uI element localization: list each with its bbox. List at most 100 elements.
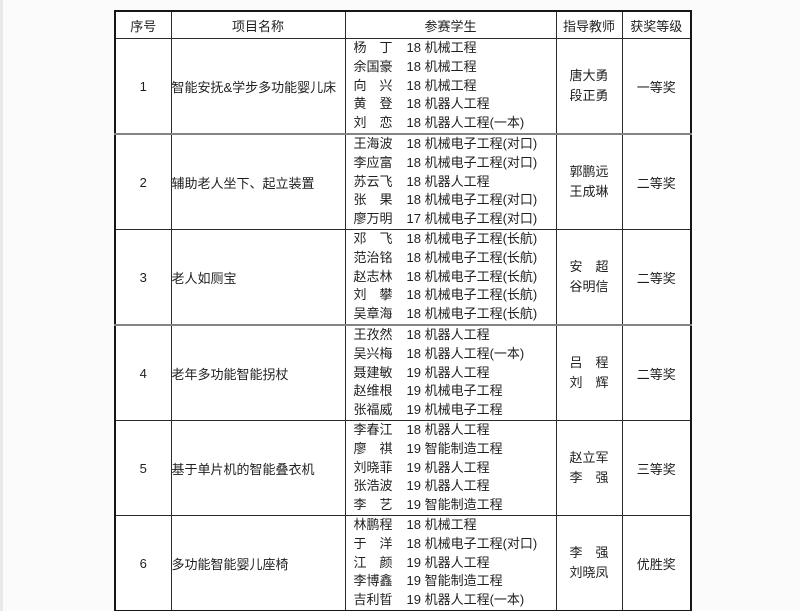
student-class: 19 机械电子工程 — [406, 402, 503, 418]
student-class: 19 机器人工程(一本) — [406, 592, 525, 608]
student-class: 19 机器人工程 — [406, 364, 490, 380]
student-name: 林鹏程 — [353, 517, 393, 532]
students-list: 邓 飞 18 机械电子工程(长航) 范治铭 18 机械电子工程(长航) 赵志林 … — [346, 230, 556, 323]
students-list: 李春江 18 机器人工程 廖 祺 19 智能制造工程 刘晓菲 19 机器人工程 … — [346, 422, 556, 515]
award-cell: 二等奖 — [621, 324, 692, 421]
student-class: 18 机械电子工程(对口) — [406, 154, 538, 170]
award-level: 二等奖 — [636, 175, 676, 191]
project-name: 老人如厕宝 — [171, 270, 237, 286]
header-teachers: 指导教师 — [555, 10, 623, 39]
header-project-name: 项目名称 — [170, 10, 346, 39]
header-serial-number: 序号 — [114, 10, 172, 39]
student-line: 王孜然 18 机器人工程 — [354, 326, 556, 345]
student-name: 刘 攀 — [353, 287, 393, 303]
serial-number-cell: 2 — [114, 133, 172, 230]
student-line: 赵志林 18 机械电子工程(长航) — [354, 268, 556, 287]
student-class: 18 机械电子工程(长航) — [406, 231, 538, 246]
teachers-cell: 唐大勇 段正勇 — [555, 38, 623, 135]
students-list: 王孜然 18 机器人工程 吴兴梅 18 机器人工程(一本) 聂建敏 19 机器人… — [346, 326, 556, 420]
serial-number: 1 — [139, 78, 147, 94]
serial-number-cell: 4 — [114, 324, 172, 421]
student-class: 19 机器人工程 — [406, 459, 490, 475]
student-line: 刘 攀 18 机械电子工程(长航) — [354, 286, 556, 305]
project-name: 基于单片机的智能叠衣机 — [171, 461, 315, 477]
student-name: 张浩波 — [353, 478, 393, 494]
student-class: 18 机械电子工程(长航) — [406, 249, 538, 265]
student-class: 17 机械电子工程(对口) — [406, 211, 538, 227]
student-line: 江 颜 19 机器人工程 — [354, 554, 556, 573]
award-level: 二等奖 — [636, 270, 676, 286]
student-class: 18 机器人工程 — [406, 327, 490, 342]
student-line: 王海波 18 机械电子工程(对口) — [354, 135, 556, 154]
serial-number: 5 — [139, 460, 147, 476]
student-line: 廖 祺 19 智能制造工程 — [354, 440, 556, 459]
student-line: 刘晓菲 19 机器人工程 — [354, 459, 556, 478]
teachers-list: 郭鹏远 王成琳 — [557, 162, 621, 202]
student-class: 18 机械工程 — [406, 58, 477, 74]
students-cell: 邓 飞 18 机械电子工程(长航) 范治铭 18 机械电子工程(长航) 赵志林 … — [344, 229, 557, 326]
student-class: 18 机械电子工程(长航) — [406, 268, 538, 284]
student-name: 余国豪 — [353, 58, 393, 74]
teacher-name: 赵立军 — [569, 450, 609, 465]
teacher-name: 李 强 — [569, 545, 609, 560]
project-name: 智能安抚&学步多功能婴儿床 — [171, 79, 337, 95]
student-class: 19 智能制造工程 — [406, 573, 503, 589]
student-name: 王海波 — [353, 136, 393, 151]
serial-number: 4 — [139, 365, 147, 381]
table-row: 1 智能安抚&学步多功能婴儿床 杨 丁 18 机械工程 余国豪 18 机械工程 … — [114, 38, 692, 135]
award-level: 一等奖 — [636, 79, 676, 95]
student-line: 张浩波 19 机器人工程 — [354, 477, 556, 496]
student-line: 吴兴梅 18 机器人工程(一本) — [354, 345, 556, 364]
award-level: 三等奖 — [636, 461, 676, 477]
students-list: 王海波 18 机械电子工程(对口) 李应富 18 机械电子工程(对口) 苏云飞 … — [346, 135, 556, 229]
student-name: 李应富 — [353, 154, 393, 170]
student-name: 赵维根 — [353, 383, 393, 399]
table-header: 序号 项目名称 参赛学生 指导教师 获奖等级 — [114, 10, 692, 39]
student-class: 18 机械工程 — [406, 40, 477, 55]
student-class: 19 机器人工程 — [406, 554, 490, 570]
awards-table: 序号 项目名称 参赛学生 指导教师 获奖等级 1 智能安抚&学步多功能婴儿床 杨… — [114, 10, 692, 611]
student-name: 王孜然 — [353, 327, 393, 342]
project-name-cell: 老人如厕宝 — [170, 229, 346, 326]
student-class: 19 智能制造工程 — [406, 440, 503, 456]
student-name: 吉利晢 — [353, 592, 393, 608]
teacher-name: 谷明信 — [569, 279, 609, 294]
student-class: 19 机械电子工程 — [406, 383, 503, 399]
student-name: 赵志林 — [353, 268, 393, 284]
student-name: 吴兴梅 — [353, 345, 393, 361]
student-line: 范治铭 18 机械电子工程(长航) — [354, 249, 556, 268]
student-name: 张福威 — [353, 402, 393, 418]
student-name: 廖万明 — [353, 211, 393, 227]
student-class: 19 机器人工程 — [406, 478, 490, 494]
student-line: 吉利晢 19 机器人工程(一本) — [354, 591, 556, 610]
award-cell: 优胜奖 — [621, 515, 692, 611]
student-name: 李春江 — [353, 422, 393, 437]
student-name: 李博鑫 — [353, 573, 393, 589]
project-name-cell: 老年多功能智能拐杖 — [170, 324, 346, 421]
student-line: 余国豪 18 机械工程 — [354, 58, 556, 77]
student-name: 刘 恋 — [353, 115, 393, 131]
student-line: 刘 恋 18 机器人工程(一本) — [353, 114, 556, 132]
table-row: 3 老人如厕宝 邓 飞 18 机械电子工程(长航) 范治铭 18 机械电子工程(… — [114, 229, 692, 326]
student-name: 范治铭 — [353, 249, 393, 265]
teacher-name: 安 超 — [569, 259, 609, 274]
teacher-name: 郭鹏远 — [569, 164, 609, 179]
teacher-name: 刘晓凤 — [569, 565, 609, 580]
student-class: 18 机械电子工程(对口) — [406, 535, 538, 551]
student-line: 邓 飞 18 机械电子工程(长航) — [354, 230, 556, 248]
teacher-name: 王成琳 — [569, 184, 609, 199]
student-class: 18 机械工程 — [406, 77, 477, 93]
teacher-name: 刘 辉 — [569, 375, 609, 390]
project-name: 老年多功能智能拐杖 — [171, 366, 289, 382]
teachers-cell: 吕 程刘 辉 — [555, 324, 623, 421]
student-class: 18 机械工程 — [406, 517, 477, 532]
award-cell: 三等奖 — [621, 420, 692, 516]
project-name-cell: 智能安抚&学步多功能婴儿床 — [170, 38, 346, 135]
student-line: 张福威 19 机械电子工程 — [353, 401, 556, 419]
students-cell: 李春江 18 机器人工程 廖 祺 19 智能制造工程 刘晓菲 19 机器人工程 … — [344, 420, 557, 516]
student-line: 李博鑫 19 智能制造工程 — [354, 572, 556, 591]
student-class: 18 机械电子工程(长航) — [406, 287, 538, 303]
table-row: 2 辅助老人坐下、起立装置 王海波 18 机械电子工程(对口) 李应富 18 机… — [114, 133, 692, 230]
student-line: 吴章海 18 机械电子工程(长航) — [354, 305, 556, 323]
